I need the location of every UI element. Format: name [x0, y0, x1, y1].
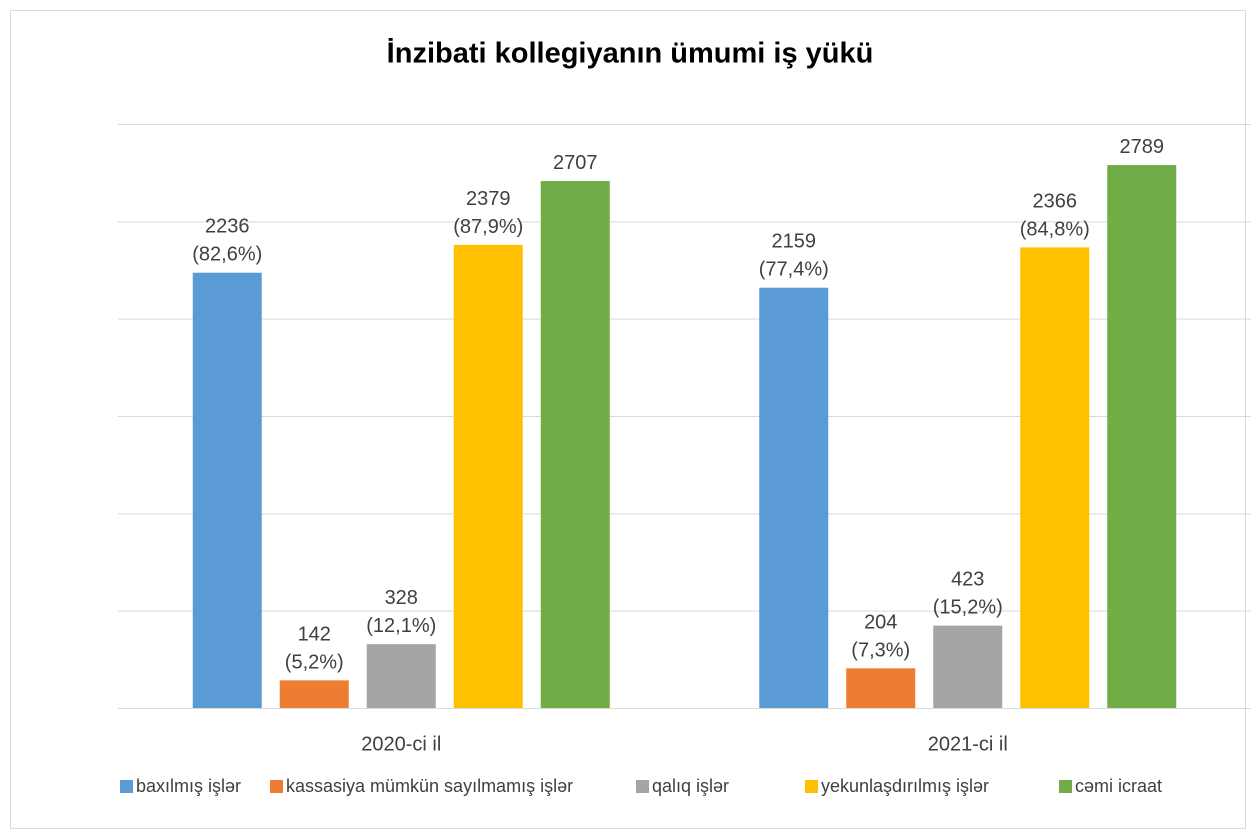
bar	[933, 625, 1003, 708]
data-label: 423 (15,2%)	[933, 569, 1003, 619]
x-tick-label: 2021-ci il	[928, 733, 1008, 755]
legend-swatch	[270, 780, 283, 793]
legend-swatch	[120, 780, 133, 793]
bar	[540, 181, 610, 708]
data-label: 142 (5,2%)	[285, 623, 344, 673]
bar	[846, 668, 916, 708]
data-label-line: (7,3%)	[851, 639, 910, 661]
data-label-line: (77,4%)	[759, 259, 829, 281]
data-label: 2236 (82,6%)	[192, 216, 262, 266]
chart-title: İnzibati kollegiyanın ümumi iş yükü	[387, 38, 874, 70]
data-label-line: 204	[864, 611, 897, 633]
legend-label: cəmi icraat	[1075, 776, 1162, 796]
legend-swatch	[805, 780, 818, 793]
bar	[453, 244, 523, 708]
data-label: 2789	[1120, 136, 1165, 158]
data-label-line: (12,1%)	[366, 615, 436, 637]
data-label-line: 2366	[1033, 190, 1078, 212]
legend-label: kassasiya mümkün sayılmamış işlər	[286, 776, 573, 796]
legend-label: yekunlaşdırılmış işlər	[821, 776, 989, 796]
data-label: 2159 (77,4%)	[759, 231, 829, 281]
data-label-line: 423	[951, 569, 984, 591]
data-label-line: (15,2%)	[933, 597, 1003, 619]
data-label-line: 2707	[553, 152, 598, 174]
data-label: 2379 (87,9%)	[453, 188, 523, 238]
data-label-line: 2789	[1120, 136, 1165, 158]
legend-label: baxılmış işlər	[136, 776, 241, 796]
bar	[1107, 165, 1177, 709]
bar	[1020, 247, 1090, 708]
data-label: 328 (12,1%)	[366, 587, 436, 637]
bar	[366, 644, 436, 708]
data-label-line: (87,9%)	[453, 216, 523, 238]
data-label-line: (84,8%)	[1020, 218, 1090, 240]
bar	[759, 287, 829, 708]
x-tick-label: 2020-ci il	[361, 733, 441, 755]
data-label-line: 2236	[205, 216, 250, 238]
data-label-line: 2379	[466, 188, 511, 210]
bar	[279, 680, 349, 708]
data-label: 204 (7,3%)	[851, 611, 910, 661]
data-label-line: 2159	[772, 231, 817, 253]
data-label-line: 142	[298, 623, 331, 645]
data-label-line: (82,6%)	[192, 244, 262, 266]
bar	[192, 272, 262, 708]
legend-label: qalıq işlər	[652, 776, 729, 796]
data-label: 2707	[553, 152, 598, 174]
data-label-line: 328	[385, 587, 418, 609]
legend-swatch	[636, 780, 649, 793]
data-label-line: (5,2%)	[285, 651, 344, 673]
legend-swatch	[1059, 780, 1072, 793]
data-label: 2366 (84,8%)	[1020, 190, 1090, 240]
